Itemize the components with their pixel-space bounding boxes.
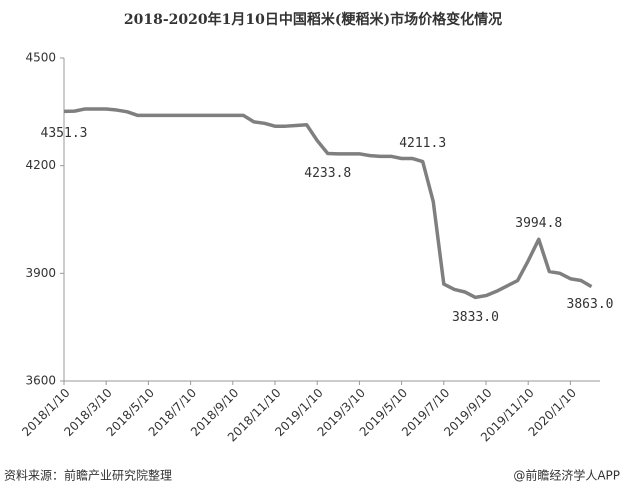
source: 资料来源：前瞻产业研究院整理 [4, 468, 172, 483]
y-tick-label: 4200 [25, 158, 56, 172]
value-label: 4233.8 [304, 166, 351, 181]
value-label: 3994.8 [515, 216, 562, 231]
chart-title: 2018-2020年1月10日中国稻米(粳稻米)市场价格变化情况 [124, 11, 502, 28]
brand: @前瞻经济学人APP [513, 468, 620, 483]
value-label: 3833.0 [452, 310, 499, 325]
line [63, 107, 593, 300]
value-label: 3863.0 [567, 297, 614, 312]
y-tick-label: 3900 [25, 266, 56, 280]
value-label: 4351.3 [41, 126, 88, 141]
y-tick-label: 3600 [25, 374, 56, 388]
value-label: 4211.3 [399, 136, 446, 151]
y-tick-label: 4500 [25, 51, 56, 65]
